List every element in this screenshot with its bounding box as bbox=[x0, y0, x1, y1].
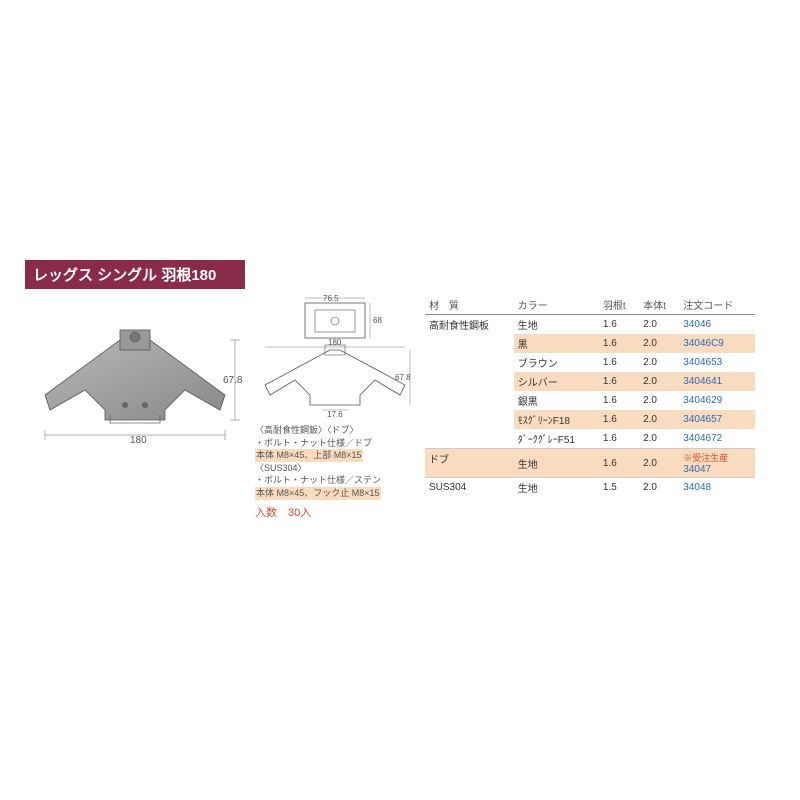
svg-text:67.8: 67.8 bbox=[395, 373, 411, 382]
th-body: 本体t bbox=[639, 295, 679, 315]
table-row: ドブ生地1.62.0※受注生産34047 bbox=[425, 449, 755, 478]
spec-table: 材 質 カラー 羽根t 本体t 注文コード 高耐食性鋼板生地1.62.03404… bbox=[425, 295, 755, 497]
technical-diagram: 76.5 68 180 67.8 17.6 〈高耐食性鋼鈑〉〈ドブ〉 ・ボルト・… bbox=[255, 295, 415, 520]
svg-text:76.5: 76.5 bbox=[323, 295, 339, 303]
quantity-label: 入数 30入 bbox=[255, 504, 415, 520]
svg-text:180: 180 bbox=[328, 338, 342, 347]
th-blade: 羽根t bbox=[599, 295, 639, 315]
svg-text:17.6: 17.6 bbox=[327, 410, 343, 419]
th-material: 材 質 bbox=[425, 295, 514, 315]
th-color: カラー bbox=[514, 295, 599, 315]
product-render: 180 67.8 bbox=[25, 295, 245, 445]
dim-width: 180 bbox=[130, 435, 147, 445]
product-title: レッグス シングル 羽根180 bbox=[25, 260, 245, 289]
th-code: 注文コード bbox=[679, 295, 755, 315]
table-row: SUS304生地1.52.034048 bbox=[425, 478, 755, 498]
spec-notes: 〈高耐食性鋼鈑〉〈ドブ〉 ・ボルト・ナット仕様／ドブ 本体 M8×45、上部 M… bbox=[255, 424, 415, 500]
dim-height: 67.8 bbox=[223, 375, 243, 386]
svg-text:68: 68 bbox=[373, 316, 382, 325]
table-row: 高耐食性鋼板生地1.62.034046 bbox=[425, 315, 755, 335]
material-cell: 高耐食性鋼板 bbox=[425, 315, 514, 449]
